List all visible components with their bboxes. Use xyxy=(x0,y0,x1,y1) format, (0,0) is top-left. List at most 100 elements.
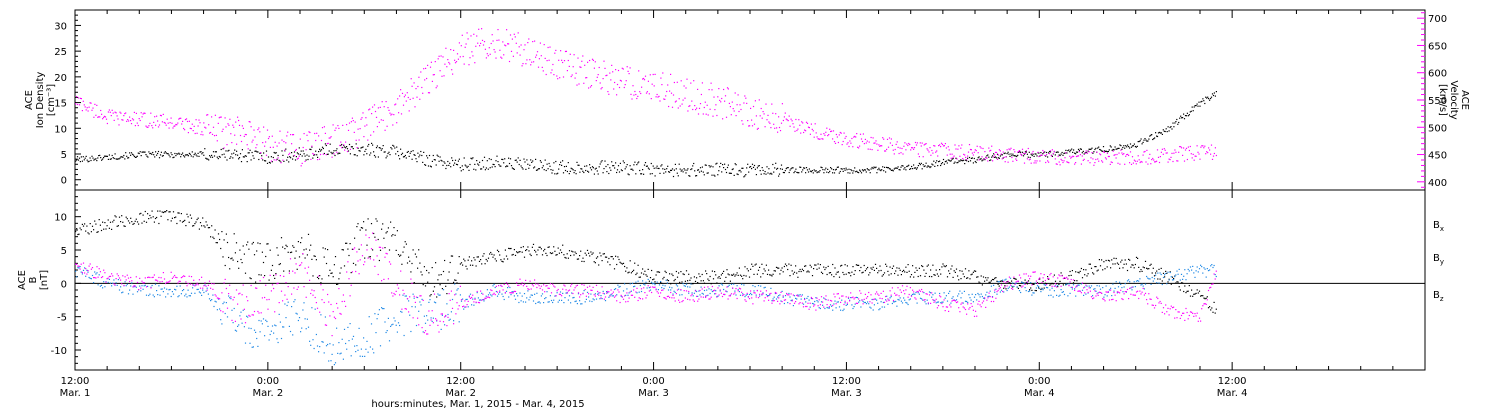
data-point xyxy=(1210,144,1213,146)
data-point xyxy=(731,168,733,171)
data-point xyxy=(1105,158,1107,160)
data-point xyxy=(478,302,481,304)
data-point xyxy=(618,258,620,261)
data-point xyxy=(836,301,838,303)
data-point xyxy=(859,169,861,171)
data-point xyxy=(704,101,706,103)
data-point xyxy=(917,153,919,155)
data-point xyxy=(281,150,283,152)
data-point xyxy=(924,143,926,145)
data-point xyxy=(662,72,664,74)
data-point xyxy=(589,167,592,169)
data-point xyxy=(289,156,291,158)
data-point xyxy=(195,284,197,286)
data-point xyxy=(256,287,258,289)
data-point xyxy=(1138,280,1140,282)
data-point xyxy=(249,121,251,123)
data-point xyxy=(779,168,782,170)
data-point xyxy=(455,61,458,63)
data-point xyxy=(247,148,249,150)
data-point xyxy=(506,29,508,31)
data-point xyxy=(1082,150,1084,152)
data-point xyxy=(310,148,312,151)
data-point xyxy=(456,289,458,291)
data-point xyxy=(508,60,511,63)
data-point xyxy=(293,151,296,153)
data-point xyxy=(175,289,177,291)
data-point xyxy=(841,299,843,301)
data-point xyxy=(266,129,269,131)
data-point xyxy=(947,146,949,148)
data-point xyxy=(912,265,914,267)
data-point xyxy=(1209,99,1211,101)
data-point xyxy=(687,110,689,112)
data-point xyxy=(1133,159,1135,161)
data-point xyxy=(324,143,326,145)
data-point xyxy=(410,271,412,273)
data-point xyxy=(274,141,276,143)
data-point xyxy=(257,310,259,313)
data-point xyxy=(966,277,968,279)
data-point xyxy=(1031,152,1033,154)
data-point xyxy=(469,293,472,295)
data-point xyxy=(574,300,576,303)
data-point xyxy=(1070,286,1072,288)
data-point xyxy=(708,279,710,282)
data-point xyxy=(871,149,873,151)
data-point xyxy=(602,290,604,292)
data-point xyxy=(405,295,407,297)
data-point xyxy=(691,292,693,294)
data-point xyxy=(357,223,359,225)
data-point xyxy=(959,270,961,272)
data-point xyxy=(761,294,763,296)
data-point xyxy=(694,280,697,282)
data-point xyxy=(873,166,875,168)
data-point xyxy=(305,149,307,151)
data-point xyxy=(125,152,127,154)
data-point xyxy=(1213,92,1215,94)
data-point xyxy=(444,324,446,326)
data-point xyxy=(633,164,635,166)
data-point xyxy=(330,360,332,362)
data-point xyxy=(978,294,980,296)
data-point xyxy=(1094,288,1096,290)
data-point xyxy=(436,296,438,298)
data-point xyxy=(699,103,702,105)
data-point xyxy=(673,169,675,171)
data-point xyxy=(764,286,766,288)
data-point xyxy=(1158,282,1160,284)
data-point xyxy=(162,291,164,293)
data-point xyxy=(105,228,107,230)
data-point xyxy=(945,147,947,149)
data-point xyxy=(955,299,958,301)
data-point xyxy=(1198,153,1200,155)
data-point xyxy=(705,164,707,166)
data-point xyxy=(462,55,464,58)
data-point xyxy=(531,294,533,296)
data-point xyxy=(1176,160,1178,162)
data-point xyxy=(427,92,430,94)
data-point xyxy=(713,174,715,176)
data-point xyxy=(226,316,229,318)
data-point xyxy=(292,134,294,136)
data-point xyxy=(444,162,446,164)
data-point xyxy=(220,116,222,118)
data-point xyxy=(527,163,529,165)
data-point xyxy=(594,295,596,297)
data-point xyxy=(312,157,314,159)
data-point xyxy=(900,300,902,302)
data-point xyxy=(916,269,918,271)
data-point xyxy=(511,254,513,256)
data-point xyxy=(249,315,251,317)
data-point xyxy=(559,291,562,293)
data-point xyxy=(343,300,346,302)
data-point xyxy=(756,273,758,275)
data-point xyxy=(306,318,308,320)
data-point xyxy=(998,157,1000,159)
data-point xyxy=(346,124,348,126)
data-point xyxy=(1127,144,1129,146)
data-point xyxy=(757,127,759,129)
data-point xyxy=(407,150,409,153)
data-point xyxy=(1083,294,1085,296)
data-point xyxy=(109,275,112,277)
